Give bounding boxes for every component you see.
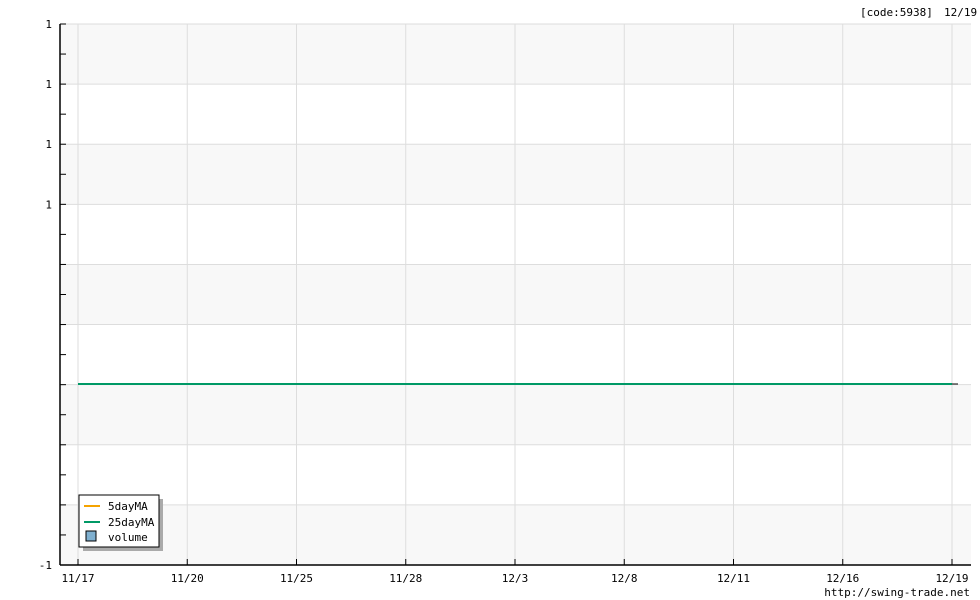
y-tick-label: 1 [45, 138, 52, 151]
x-tick-label: 11/28 [389, 572, 422, 585]
x-tick-label: 11/25 [280, 572, 313, 585]
legend-5dayma: 5dayMA [108, 500, 148, 513]
legend-volume-swatch [85, 530, 97, 542]
site-url: http://swing-trade.net [824, 586, 970, 599]
date-label: 12/19 [944, 6, 977, 19]
x-tick-label: 12/3 [502, 572, 529, 585]
x-tick-label: 12/19 [935, 572, 968, 585]
y-tick-label: -1 [39, 559, 52, 572]
x-tick-label: 12/16 [826, 572, 859, 585]
legend: 5dayMA 25dayMA volume [78, 494, 163, 551]
x-tick-label: 12/11 [717, 572, 750, 585]
legend-volume: volume [108, 531, 148, 544]
legend-25dayma: 25dayMA [108, 516, 155, 529]
y-tick-label: 1 [45, 18, 52, 31]
code-label: [code:5938] [860, 6, 933, 19]
x-tick-label: 12/8 [611, 572, 638, 585]
x-tick-label: 11/17 [61, 572, 94, 585]
y-tick-label: 1 [45, 198, 52, 211]
x-tick-label: 11/20 [171, 572, 204, 585]
y-tick-label: 1 [45, 78, 52, 91]
